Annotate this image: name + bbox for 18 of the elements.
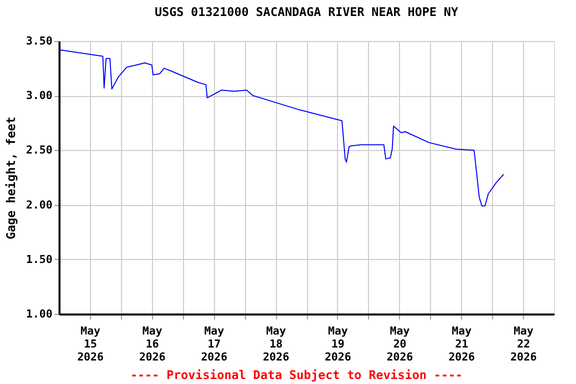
line-series bbox=[58, 49, 504, 206]
chart-title: USGS 01321000 SACANDAGA RIVER NEAR HOPE NY bbox=[154, 5, 459, 19]
y-tick-label: 1.50 bbox=[26, 252, 52, 266]
x-tick-label: May 17 2026 bbox=[200, 324, 228, 364]
y-tick-label: 2.00 bbox=[26, 198, 52, 212]
x-tick-label: May 21 2026 bbox=[448, 324, 476, 364]
x-tick-label: May 16 2026 bbox=[139, 324, 166, 364]
y-tick-label: 1.00 bbox=[26, 308, 52, 320]
y-axis-title: Gage height, feet bbox=[4, 116, 18, 240]
x-tick-label: May 19 2026 bbox=[324, 324, 352, 364]
text: ---- Provisional Data Subject to Revision ---- bbox=[130, 368, 463, 382]
y-tick-label: 3.50 bbox=[26, 34, 52, 48]
y-tick-label: 3.00 bbox=[26, 89, 52, 102]
x-tick-label: May 20 2026 bbox=[386, 324, 414, 364]
x-tick-label: May 18 2026 bbox=[262, 324, 290, 364]
x-tick-label: May 15 2026 bbox=[77, 324, 104, 364]
y-tick-label: 2.50 bbox=[26, 144, 52, 157]
x-tick-label: May 22 2026 bbox=[510, 324, 538, 364]
